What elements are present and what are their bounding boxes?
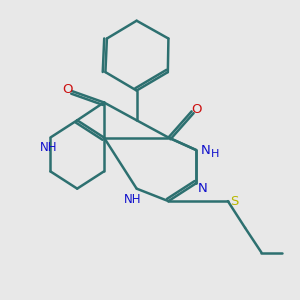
Text: H: H: [211, 148, 220, 159]
Text: O: O: [191, 103, 201, 116]
Text: N: N: [198, 182, 208, 195]
Text: NH: NH: [123, 193, 141, 206]
Text: N: N: [201, 143, 211, 157]
Text: S: S: [230, 195, 238, 208]
Text: O: O: [62, 83, 73, 96]
Text: NH: NH: [40, 140, 58, 154]
